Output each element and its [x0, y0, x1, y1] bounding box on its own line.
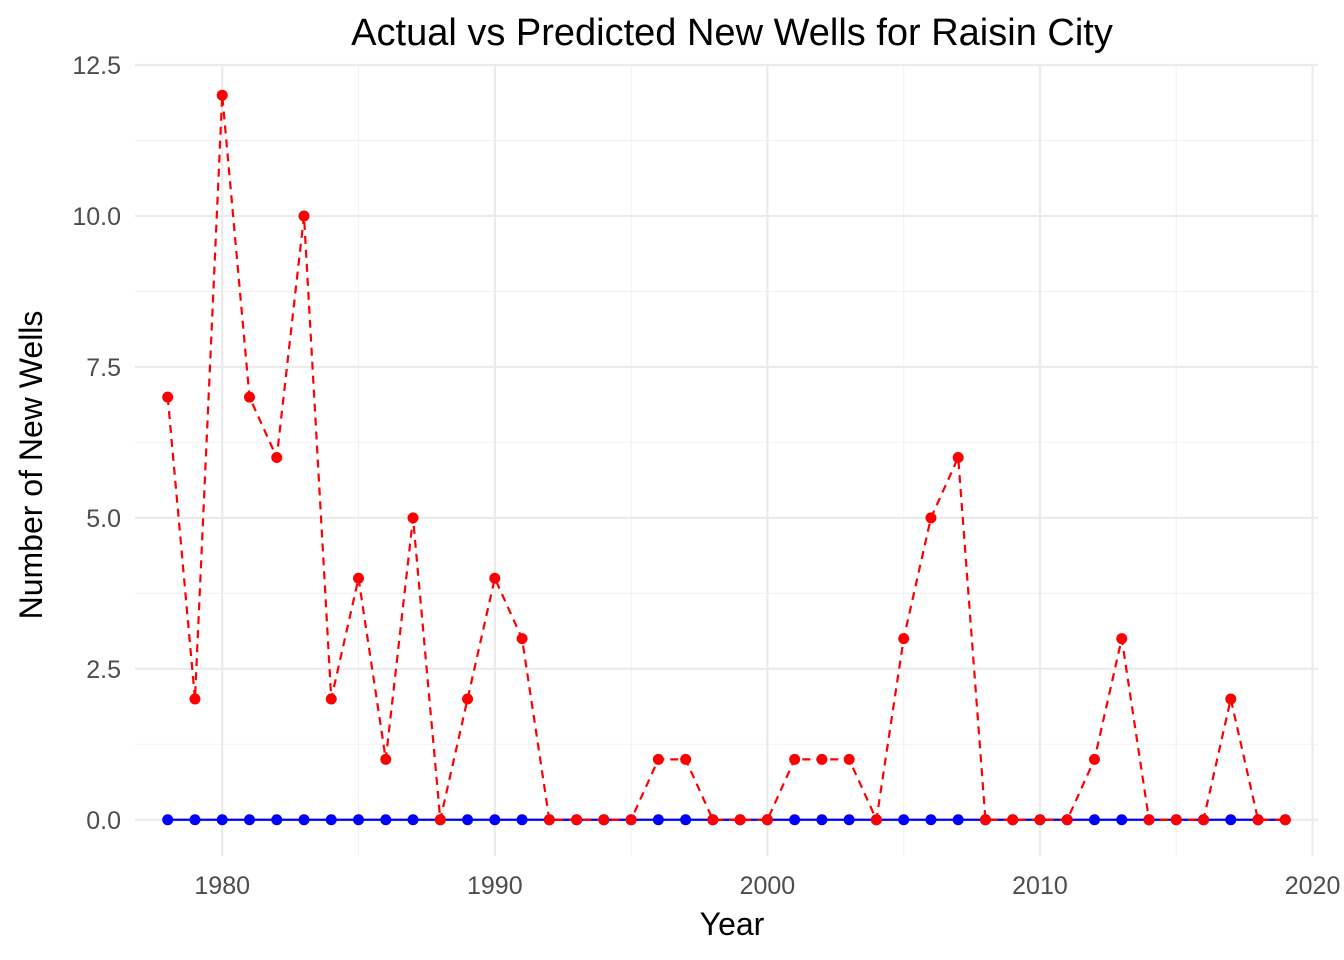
data-point — [380, 753, 392, 765]
data-point — [843, 753, 855, 765]
y-tick-label: 5.0 — [86, 505, 121, 533]
data-point — [1225, 693, 1237, 705]
data-point — [925, 814, 937, 826]
x-tick-label: 2000 — [740, 872, 796, 900]
series-line — [166, 95, 1286, 824]
data-point — [489, 572, 501, 584]
data-point — [1143, 814, 1155, 826]
data-point — [598, 814, 610, 826]
data-point — [652, 753, 664, 765]
data-point — [298, 210, 310, 222]
data-point — [1170, 814, 1182, 826]
y-tick-label: 2.5 — [86, 656, 121, 684]
data-point — [680, 753, 692, 765]
data-point — [1116, 633, 1128, 645]
data-point — [380, 814, 392, 826]
x-tick-label: 2010 — [1012, 872, 1068, 900]
data-point — [789, 814, 801, 826]
data-point — [680, 814, 692, 826]
data-point — [516, 814, 528, 826]
series-group-1 — [162, 89, 1291, 826]
data-point — [298, 814, 310, 826]
series-group-0 — [162, 814, 1291, 826]
data-point — [625, 814, 637, 826]
data-point — [543, 814, 555, 826]
data-point — [1116, 814, 1128, 826]
x-tick-label: 2020 — [1285, 872, 1341, 900]
data-point — [1279, 814, 1291, 826]
data-point — [1088, 814, 1100, 826]
data-point — [734, 814, 746, 826]
data-point — [843, 814, 855, 826]
data-point — [189, 814, 201, 826]
data-point — [789, 753, 801, 765]
data-point — [1061, 814, 1073, 826]
data-point — [898, 814, 910, 826]
data-point — [1034, 814, 1046, 826]
data-point — [1007, 814, 1019, 826]
y-tick-label: 10.0 — [72, 203, 121, 231]
data-point — [1088, 753, 1100, 765]
data-point — [162, 391, 174, 403]
data-point — [216, 89, 228, 101]
data-point — [271, 814, 283, 826]
data-point — [325, 814, 337, 826]
data-point — [353, 814, 365, 826]
x-axis-title: Year — [700, 906, 765, 942]
data-point — [271, 451, 283, 463]
data-point — [243, 391, 255, 403]
data-point — [898, 633, 910, 645]
data-point — [761, 814, 773, 826]
data-point — [162, 814, 174, 826]
data-point — [652, 814, 664, 826]
y-tick-label: 7.5 — [86, 354, 121, 382]
data-point — [816, 814, 828, 826]
data-point — [407, 512, 419, 524]
data-point — [516, 633, 528, 645]
data-point — [407, 814, 419, 826]
x-tick-label: 1990 — [467, 872, 523, 900]
data-point — [979, 814, 991, 826]
data-point — [707, 814, 719, 826]
data-point — [1225, 814, 1237, 826]
y-tick-label: 12.5 — [72, 52, 121, 80]
data-point — [925, 512, 937, 524]
data-point — [434, 814, 446, 826]
data-point — [1252, 814, 1264, 826]
data-point — [489, 814, 501, 826]
data-point — [816, 753, 828, 765]
data-point — [462, 814, 474, 826]
y-axis-title: Number of New Wells — [13, 311, 49, 620]
y-tick-label: 0.0 — [86, 807, 121, 835]
data-point — [870, 814, 882, 826]
grid — [135, 63, 1318, 856]
tick-labels: 1980 1990 2000 2010 2020 0.0 2.5 5.0 7.5 10.0 12.5 — [72, 52, 1340, 900]
data-point — [952, 814, 964, 826]
data-point — [216, 814, 228, 826]
data-point — [571, 814, 583, 826]
data-point — [243, 814, 255, 826]
data-point — [189, 693, 201, 705]
x-tick-label: 1980 — [194, 872, 250, 900]
data-point — [462, 693, 474, 705]
data-point — [353, 572, 365, 584]
chart-title: Actual vs Predicted New Wells for Raisin… — [351, 12, 1113, 54]
data-point — [325, 693, 337, 705]
data-point — [1198, 814, 1210, 826]
data-point — [952, 451, 964, 463]
series-layer — [162, 89, 1291, 826]
